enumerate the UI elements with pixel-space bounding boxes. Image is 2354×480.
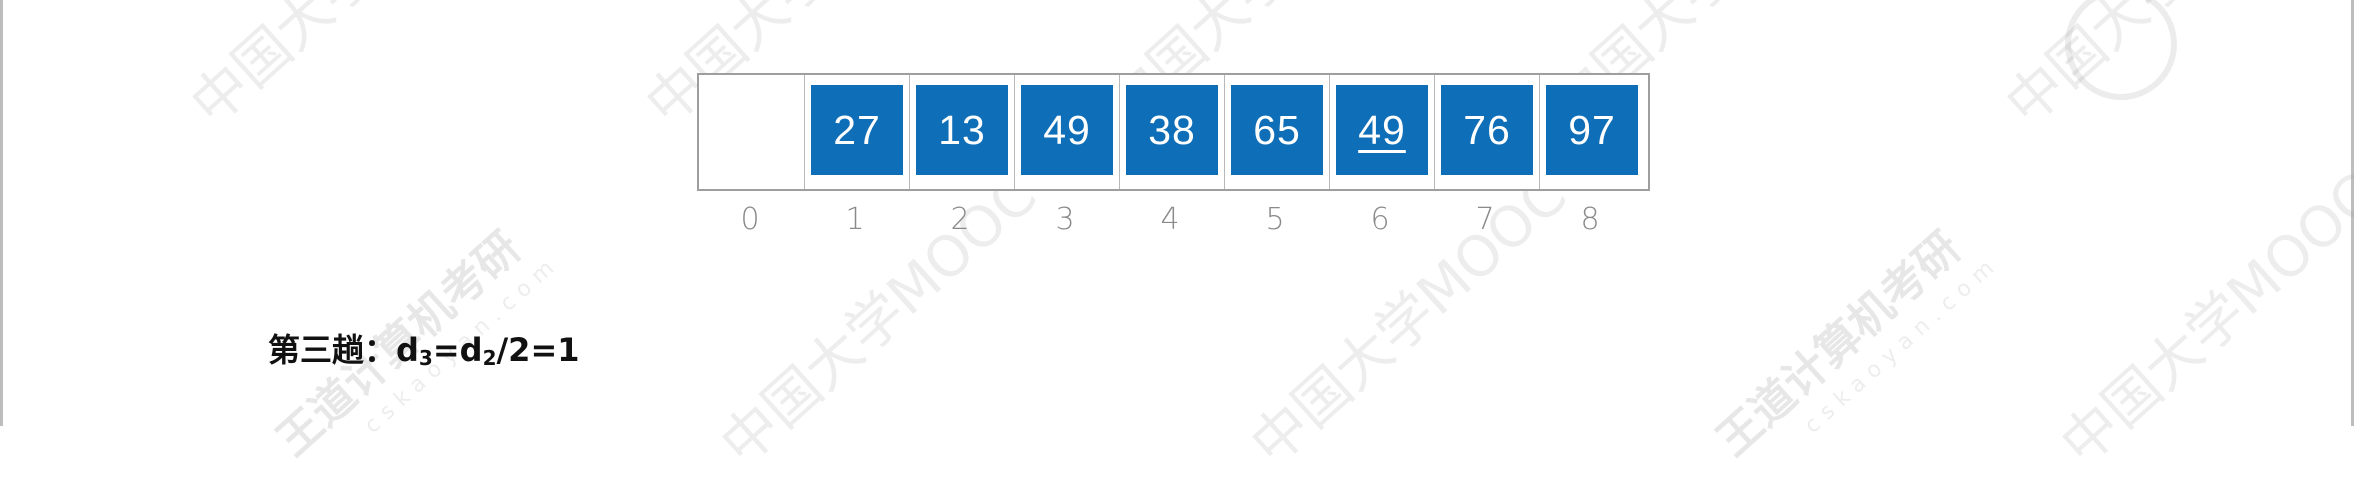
array-value-7: 76 <box>1441 85 1533 175</box>
caption-tail: /2=1 <box>496 331 580 369</box>
array-cell-0 <box>699 75 804 189</box>
index-label: 7 <box>1475 202 1495 237</box>
caption-prefix: 第三趟： <box>268 331 397 369</box>
index-label: 3 <box>1055 202 1075 237</box>
array-value-8: 97 <box>1546 85 1638 175</box>
left-border <box>0 0 3 426</box>
array-cell-5: 65 <box>1224 75 1329 189</box>
watermark-site: cskaoyan.com <box>1800 250 2005 439</box>
pass-caption: 第三趟：d3=d2/2=1 <box>268 325 580 371</box>
array-cell-4: 38 <box>1119 75 1224 189</box>
array-value-4: 38 <box>1126 85 1218 175</box>
watermark-mooc: 中国大学MOOC <box>170 0 521 140</box>
watermark-logo <box>2065 0 2177 100</box>
array-strip: 27 13 49 38 65 49 76 97 <box>697 73 1650 191</box>
index-label: 1 <box>845 202 865 237</box>
watermark-wangdao: 王道计算机考研 <box>1707 222 1971 467</box>
index-label: 6 <box>1370 202 1390 237</box>
array-cell-1: 27 <box>804 75 909 189</box>
array-value-2: 13 <box>916 85 1008 175</box>
right-border <box>2351 0 2354 426</box>
index-label: 0 <box>740 202 760 237</box>
array-value-3: 49 <box>1021 85 1113 175</box>
array-value-1: 27 <box>811 85 903 175</box>
array-cell-7: 76 <box>1434 75 1539 189</box>
index-label: 8 <box>1580 202 1600 237</box>
array-cell-3: 49 <box>1014 75 1119 189</box>
index-label: 2 <box>950 202 970 237</box>
caption-d: d <box>396 331 419 369</box>
array-value-5: 65 <box>1231 85 1323 175</box>
array-cell-2: 13 <box>909 75 1014 189</box>
caption-equals-d: =d <box>432 331 483 369</box>
array-value-6: 49 <box>1336 85 1428 175</box>
index-label: 4 <box>1160 202 1180 237</box>
array-cell-6: 49 <box>1329 75 1434 189</box>
index-label: 5 <box>1265 202 1285 237</box>
watermark-mooc: 中国大学MOOC <box>2048 162 2354 478</box>
caption-subscript-2: 2 <box>482 346 497 370</box>
array-cell-8: 97 <box>1539 75 1644 189</box>
caption-subscript-3: 3 <box>418 346 433 370</box>
